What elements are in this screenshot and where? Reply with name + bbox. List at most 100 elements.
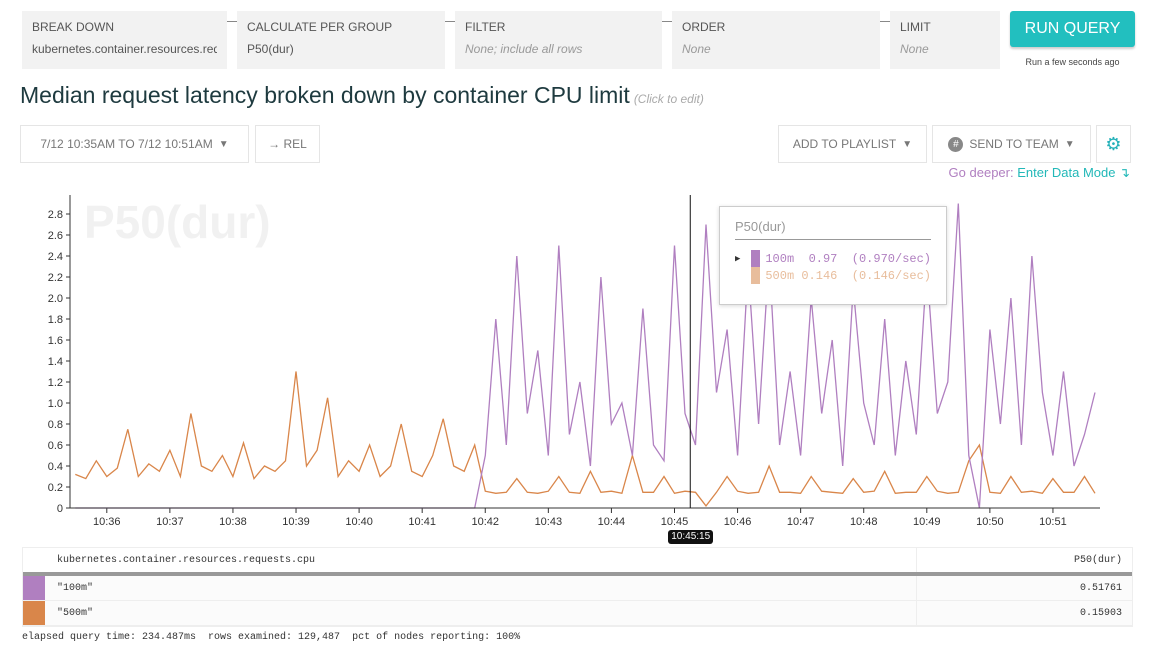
limit-label: LIMIT xyxy=(900,20,931,34)
connector xyxy=(227,21,237,22)
x-tick-label: 10:47 xyxy=(787,516,815,528)
page-title[interactable]: Median request latency broken down by co… xyxy=(20,82,704,109)
caret-down-icon: ▼ xyxy=(902,138,913,150)
x-tick-label: 10:39 xyxy=(282,516,310,528)
filter-clause[interactable]: FILTER None; include all rows xyxy=(455,11,662,69)
x-tick-label: 10:49 xyxy=(913,516,941,528)
x-tick-label: 10:43 xyxy=(535,516,563,528)
tooltip-rate: (0.146/sec) xyxy=(851,268,931,283)
series-swatch xyxy=(23,601,45,625)
results-table: kubernetes.container.resources.requests.… xyxy=(22,547,1133,627)
group-key: "500m" xyxy=(57,607,94,619)
settings-button[interactable]: ⚙ xyxy=(1096,125,1131,163)
x-tick-label: 10:36 xyxy=(93,516,121,528)
tooltip-value: 0.97 xyxy=(808,251,838,266)
connector xyxy=(662,21,672,22)
y-tick-label: 1.0 xyxy=(48,398,63,410)
group-value: 0.51761 xyxy=(916,576,1132,600)
x-tick-label: 10:40 xyxy=(345,516,373,528)
y-tick-label: 2.4 xyxy=(48,251,63,263)
table-row[interactable]: "500m" 0.15903 xyxy=(23,601,1132,626)
x-tick-label: 10:44 xyxy=(598,516,626,528)
connector xyxy=(880,21,890,22)
chart-watermark: P50(dur) xyxy=(84,196,271,248)
deeper-link: Enter Data Mode ↴ xyxy=(1017,165,1130,180)
hover-time-label: 10:45:15 xyxy=(668,530,714,544)
tooltip-rate: (0.970/sec) xyxy=(851,251,931,266)
breakdown-value: kubernetes.container.resources.req xyxy=(32,42,217,56)
table-header: kubernetes.container.resources.requests.… xyxy=(23,548,1132,576)
nodes-reporting: pct of nodes reporting: 100% xyxy=(352,632,521,643)
limit-clause[interactable]: LIMIT None xyxy=(890,11,1000,69)
send-label: SEND TO TEAM xyxy=(969,137,1059,151)
title-text: Median request latency broken down by co… xyxy=(20,82,630,108)
y-tick-label: 0.6 xyxy=(48,440,63,452)
calculate-clause[interactable]: CALCULATE PER GROUP P50(dur) xyxy=(237,11,445,69)
x-tick-label: 10:42 xyxy=(471,516,499,528)
x-tick-label: 10:41 xyxy=(408,516,436,528)
y-tick-label: 2.6 xyxy=(48,230,63,242)
connector xyxy=(445,21,455,22)
gear-icon: ⚙ xyxy=(1105,133,1122,154)
x-tick-label: 10:45 xyxy=(661,516,689,528)
time-range-label: 7/12 10:35AM TO 7/12 10:51AM xyxy=(40,137,213,151)
y-tick-label: 1.4 xyxy=(48,356,63,368)
x-tick-label: 10:46 xyxy=(724,516,752,528)
title-edit-hint: (Click to edit) xyxy=(633,92,704,106)
time-range-dropdown[interactable]: 7/12 10:35AM TO 7/12 10:51AM ▼ xyxy=(20,125,249,163)
y-tick-label: 1.8 xyxy=(48,314,63,326)
y-tick-label: 2.2 xyxy=(48,272,63,284)
tooltip-value: 0.146 xyxy=(801,268,838,283)
column-header-p50[interactable]: P50(dur) xyxy=(916,548,1132,572)
chart-tooltip: P50(dur) ▶ 100m 0.97 (0.970/sec) 500m 0.1… xyxy=(719,206,947,305)
enter-data-mode-link[interactable]: Go deeper: Enter Data Mode ↴ xyxy=(949,165,1130,181)
breakdown-label: BREAK DOWN xyxy=(32,20,115,34)
relative-time-button[interactable]: → REL xyxy=(255,125,320,163)
selected-arrow-icon: ▶ xyxy=(735,253,741,264)
tooltip-key: 500m xyxy=(765,268,795,283)
order-label: ORDER xyxy=(682,20,726,34)
caret-down-icon: ▼ xyxy=(218,138,229,150)
run-query-button[interactable]: RUN QUERY xyxy=(1010,11,1135,47)
tooltip-key: 100m xyxy=(765,251,795,266)
add-to-playlist-button[interactable]: ADD TO PLAYLIST ▼ xyxy=(778,125,927,163)
x-tick-label: 10:51 xyxy=(1039,516,1067,528)
group-key: "100m" xyxy=(57,582,94,594)
tooltip-row: 500m 0.146 (0.146/sec) xyxy=(735,267,931,284)
run-status: Run a few seconds ago xyxy=(1025,57,1120,67)
series-swatch xyxy=(750,250,761,267)
breakdown-clause[interactable]: BREAK DOWN kubernetes.container.resources… xyxy=(22,11,227,69)
line-chart[interactable]: P50(dur) 0 0.2 0.4 0.6 0.8 1.0 1.2 1.4 1.6 1.8 2.0… xyxy=(0,190,1152,530)
series-line-500m xyxy=(75,371,1096,507)
order-clause[interactable]: ORDER None xyxy=(672,11,880,69)
x-tick-label: 10:37 xyxy=(156,516,184,528)
x-tick-label: 10:38 xyxy=(219,516,247,528)
playlist-label: ADD TO PLAYLIST xyxy=(792,137,897,151)
filter-label: FILTER xyxy=(465,20,506,34)
y-tick-label: 0.4 xyxy=(48,461,63,473)
table-row[interactable]: "100m" 0.51761 xyxy=(23,576,1132,601)
rows-examined: rows examined: 129,487 xyxy=(208,632,341,643)
tooltip-row: ▶ 100m 0.97 (0.970/sec) xyxy=(735,250,931,267)
tooltip-title: P50(dur) xyxy=(735,219,931,240)
rel-label: → REL xyxy=(268,137,307,151)
limit-value: None xyxy=(900,42,929,56)
x-tick-label: 10:48 xyxy=(850,516,878,528)
series-swatch xyxy=(750,267,761,284)
y-tick-label: 1.2 xyxy=(48,377,63,389)
column-header-group[interactable]: kubernetes.container.resources.requests.… xyxy=(57,554,316,566)
y-tick-label: 0 xyxy=(57,503,63,515)
y-tick-label: 0.8 xyxy=(48,419,63,431)
y-tick-label: 2.0 xyxy=(48,293,63,305)
query-stats: elapsed query time: 234.487ms rows examin… xyxy=(22,632,532,643)
elapsed-time: elapsed query time: 234.487ms xyxy=(22,632,197,643)
y-tick-label: 2.8 xyxy=(48,209,63,221)
send-to-team-button[interactable]: # SEND TO TEAM ▼ xyxy=(932,125,1091,163)
calculate-value: P50(dur) xyxy=(247,42,294,56)
filter-value: None; include all rows xyxy=(465,42,583,56)
slack-icon: # xyxy=(948,136,964,152)
caret-down-icon: ▼ xyxy=(1064,138,1075,150)
order-value: None xyxy=(682,42,711,56)
calculate-label: CALCULATE PER GROUP xyxy=(247,20,393,34)
series-swatch xyxy=(23,576,45,600)
